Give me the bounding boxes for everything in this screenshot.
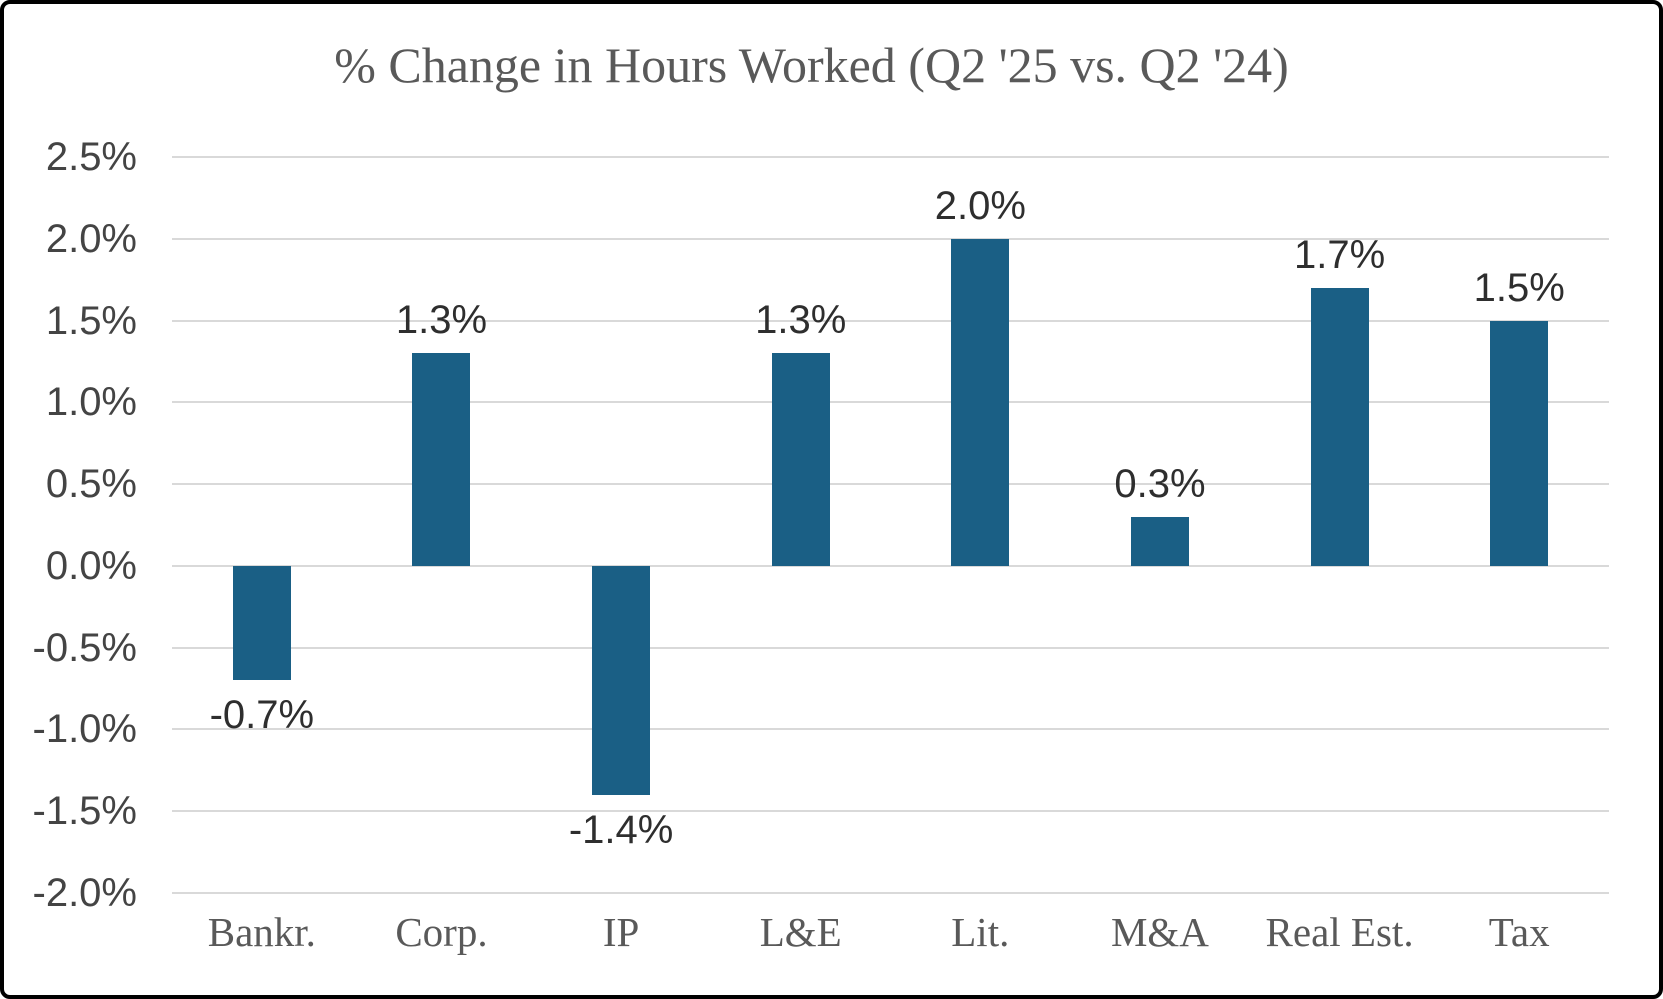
y-axis-tick-label: 0.5% <box>45 462 137 507</box>
x-category-label: Bankr. <box>207 909 316 955</box>
bar <box>771 353 830 566</box>
y-axis-tick-label: -0.5% <box>32 625 138 670</box>
bar-value-label: 1.5% <box>1473 265 1565 310</box>
gridline <box>172 728 1609 731</box>
gridline <box>172 319 1609 322</box>
bar-value-label: 0.3% <box>1114 461 1206 506</box>
bar-value-label: -1.4% <box>568 807 674 852</box>
bar-value-label: 1.3% <box>395 298 488 343</box>
bar <box>592 565 651 795</box>
bar <box>412 353 471 566</box>
bar <box>1490 320 1549 566</box>
x-category-label: Real Est. <box>1265 909 1414 955</box>
chart-title: % Change in Hours Worked (Q2 '25 vs. Q2 … <box>334 37 1289 93</box>
x-category-label: Tax <box>1488 909 1550 955</box>
bar <box>1310 287 1369 566</box>
y-axis-tick-label: 1.5% <box>45 298 137 343</box>
gridline <box>172 156 1609 158</box>
plot-area: -0.7% 1.3% -1.4% 1.3% 2.0% 0.3% 1.7% 1.5% <box>172 156 1609 894</box>
y-axis-tick-label: 0.0% <box>45 543 137 588</box>
x-category-label: Lit. <box>951 909 1010 955</box>
bar-value-label: 2.0% <box>934 183 1026 228</box>
gridline <box>172 237 1609 240</box>
bar-value-label: 1.3% <box>755 298 847 343</box>
y-axis-tick-label: 1.0% <box>45 380 137 425</box>
y-axis-tick-label: 2.5% <box>45 135 137 179</box>
y-axis-tick-label: -1.5% <box>32 789 138 834</box>
bar <box>1130 516 1189 566</box>
x-category-label: L&E <box>759 909 842 955</box>
gridline <box>172 810 1609 813</box>
bar-value-label: -0.7% <box>209 693 315 738</box>
gridline <box>172 401 1609 404</box>
bar-value-label: 1.7% <box>1293 232 1386 277</box>
gridline <box>172 564 1609 567</box>
gridline <box>172 646 1609 649</box>
gridline <box>172 892 1609 894</box>
gridline <box>172 483 1609 486</box>
bar <box>232 565 291 681</box>
bar <box>951 238 1010 566</box>
y-axis-tick-label: -1.0% <box>32 707 138 752</box>
y-axis-tick-label: 2.0% <box>45 216 137 261</box>
x-category-label: IP <box>602 909 640 955</box>
y-axis-tick-label: -2.0% <box>32 871 138 915</box>
x-category-label: M&A <box>1110 909 1209 955</box>
x-category-label: Corp. <box>395 909 488 955</box>
